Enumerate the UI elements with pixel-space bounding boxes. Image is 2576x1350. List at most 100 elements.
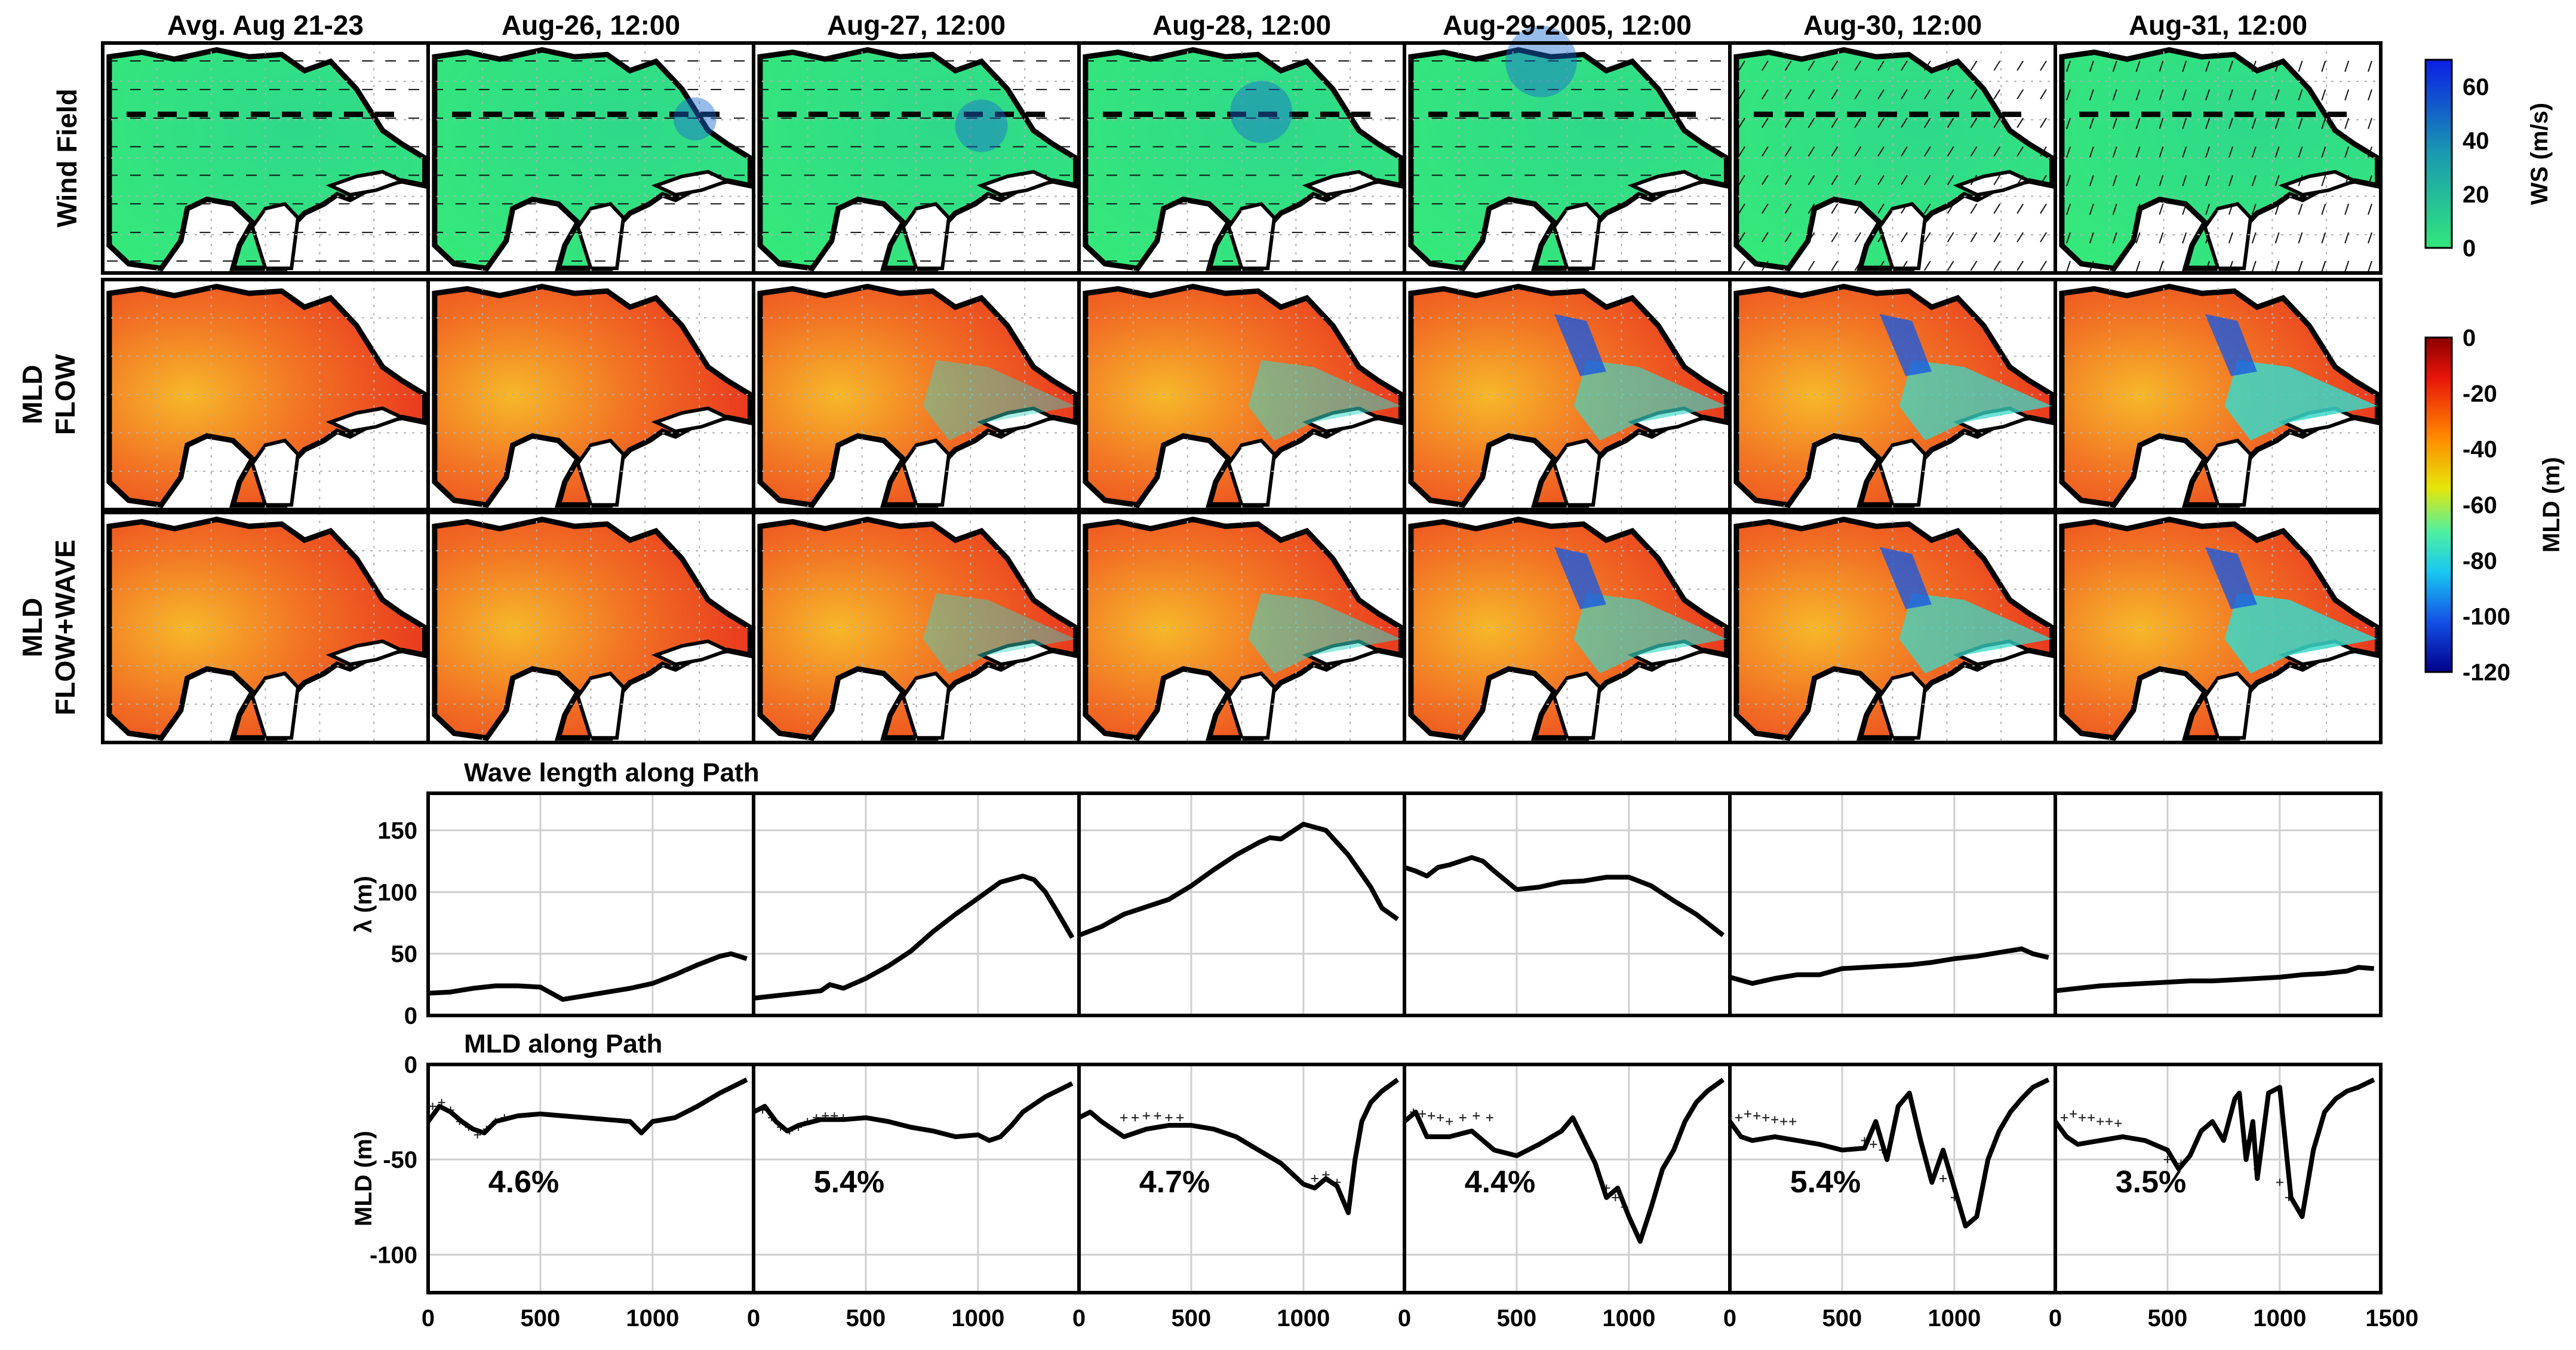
wind-arrow [2066,175,2071,186]
gulf-basin [106,283,428,508]
data-marker [2163,1156,2171,1164]
yucatan-land [576,671,626,740]
yucatan-land [1552,202,1602,271]
chart-title: Wave length along Path [464,758,760,787]
yucatan-land [901,202,951,271]
wind-arrow [1784,60,1792,71]
wind-arrow [1947,60,1954,71]
ylabel-group: λ (m) [351,876,377,933]
ws-colorbar [2424,59,2453,249]
wind-arrow [2251,89,2257,101]
wind-arrow [2112,260,2117,272]
wind-arrow [1901,146,1908,157]
cuba-land [2278,170,2360,197]
data-marker [1437,1114,1444,1122]
gulf-basin [2059,283,2381,508]
wind-arrow [1807,260,1815,271]
cuba-land [1953,170,2034,197]
wind-arrow [2159,146,2164,158]
ws-label-group: WS (m/s) [2526,103,2553,205]
data-marker [2097,1118,2104,1125]
wind-arrow [1738,232,1745,243]
x-tick-label: 0 [1072,1305,1086,1331]
row-label: FLOW [50,354,81,435]
data-marker [1131,1114,1139,1122]
wind-arrow [1831,203,1839,214]
gulf-basin [106,516,428,741]
wind-arrow [2089,60,2094,72]
wind-arrow [1738,146,1745,157]
wind-arrow [2274,232,2280,244]
wind-arrow [2205,175,2211,186]
panel-background [2055,1064,2381,1293]
mld-deep-patch [2205,314,2257,376]
wind-arrow [1784,203,1792,214]
wind-arrow [2159,118,2164,130]
wind-arrow [1877,60,1885,71]
mld-cold-wake [1573,360,1727,441]
data-marker [1762,1114,1770,1122]
map-panel [2055,43,2381,273]
wind-arrow [1831,260,1839,271]
wind-arrow [2040,60,2047,71]
wind-arrow [2089,203,2094,215]
map-panel [103,513,428,742]
x-tick-label: 1000 [1928,1305,1981,1331]
wind-arrow [2274,260,2280,272]
wind-arrow [1901,118,1908,128]
wind-arrow [2182,89,2187,101]
wind-arrow [2182,260,2187,272]
map-panel [103,280,428,510]
y-axis-label: λ (m) [351,876,377,933]
wind-arrow [1877,203,1885,214]
wind-arrow [2112,175,2117,186]
wind-arrow [2228,203,2233,215]
wind-arrow [1923,232,1931,243]
cuba-land [976,170,1058,197]
wind-arrow [1877,89,1885,100]
wind-arrow [1831,60,1839,71]
mld-colorbar [2424,336,2453,673]
wind-arrow [2066,260,2071,272]
wind-arrow [2321,232,2326,244]
mld-deep-patch [1554,314,1606,376]
data-marker [1870,1140,1877,1148]
mld-cold-wake [923,593,1076,674]
wind-arrow [1877,232,1885,243]
map-panel [103,43,428,273]
data-marker [2079,1114,2086,1122]
wind-arrow [2040,118,2047,128]
cuba-land [325,170,407,197]
column-title: Aug-30, 12:00 [1803,10,1982,41]
wind-arrow [2016,174,2024,185]
wind-arrow [2251,232,2257,244]
wind-arrow [2251,175,2257,186]
wind-arrow [2368,60,2372,72]
mld-cold-wake [2224,360,2378,441]
wind-arrow [2228,232,2233,244]
data-marker [1311,1175,1318,1182]
wind-arrow [2298,89,2303,101]
wind-arrow [1877,146,1885,157]
wind-arrow [2251,203,2257,215]
wind-arrow [2159,175,2164,186]
wind-arrow [2321,175,2326,186]
wind-arrow [2251,146,2257,158]
yucatan-land [1877,671,1928,740]
map-panel [1404,25,1730,273]
wind-arrow [2182,118,2187,130]
column-title: Aug-31, 12:00 [2129,10,2307,41]
yucatan-land [1552,671,1602,740]
wind-arrow [1877,118,1885,128]
wind-arrow [2135,232,2141,244]
x-tick-label: 1000 [1602,1305,1655,1331]
chart-panel: 3.5% [2053,1063,2383,1294]
wind-arrow [1854,89,1862,100]
mld-tick-label: -120 [2463,659,2510,686]
map-row-frame [101,278,2383,511]
wind-arrow [2251,118,2257,130]
wind-arrow [1738,260,1745,271]
mld-cold-wake [1248,360,1401,441]
wind-arrow [2135,146,2141,158]
wind-arrow [2321,146,2326,158]
